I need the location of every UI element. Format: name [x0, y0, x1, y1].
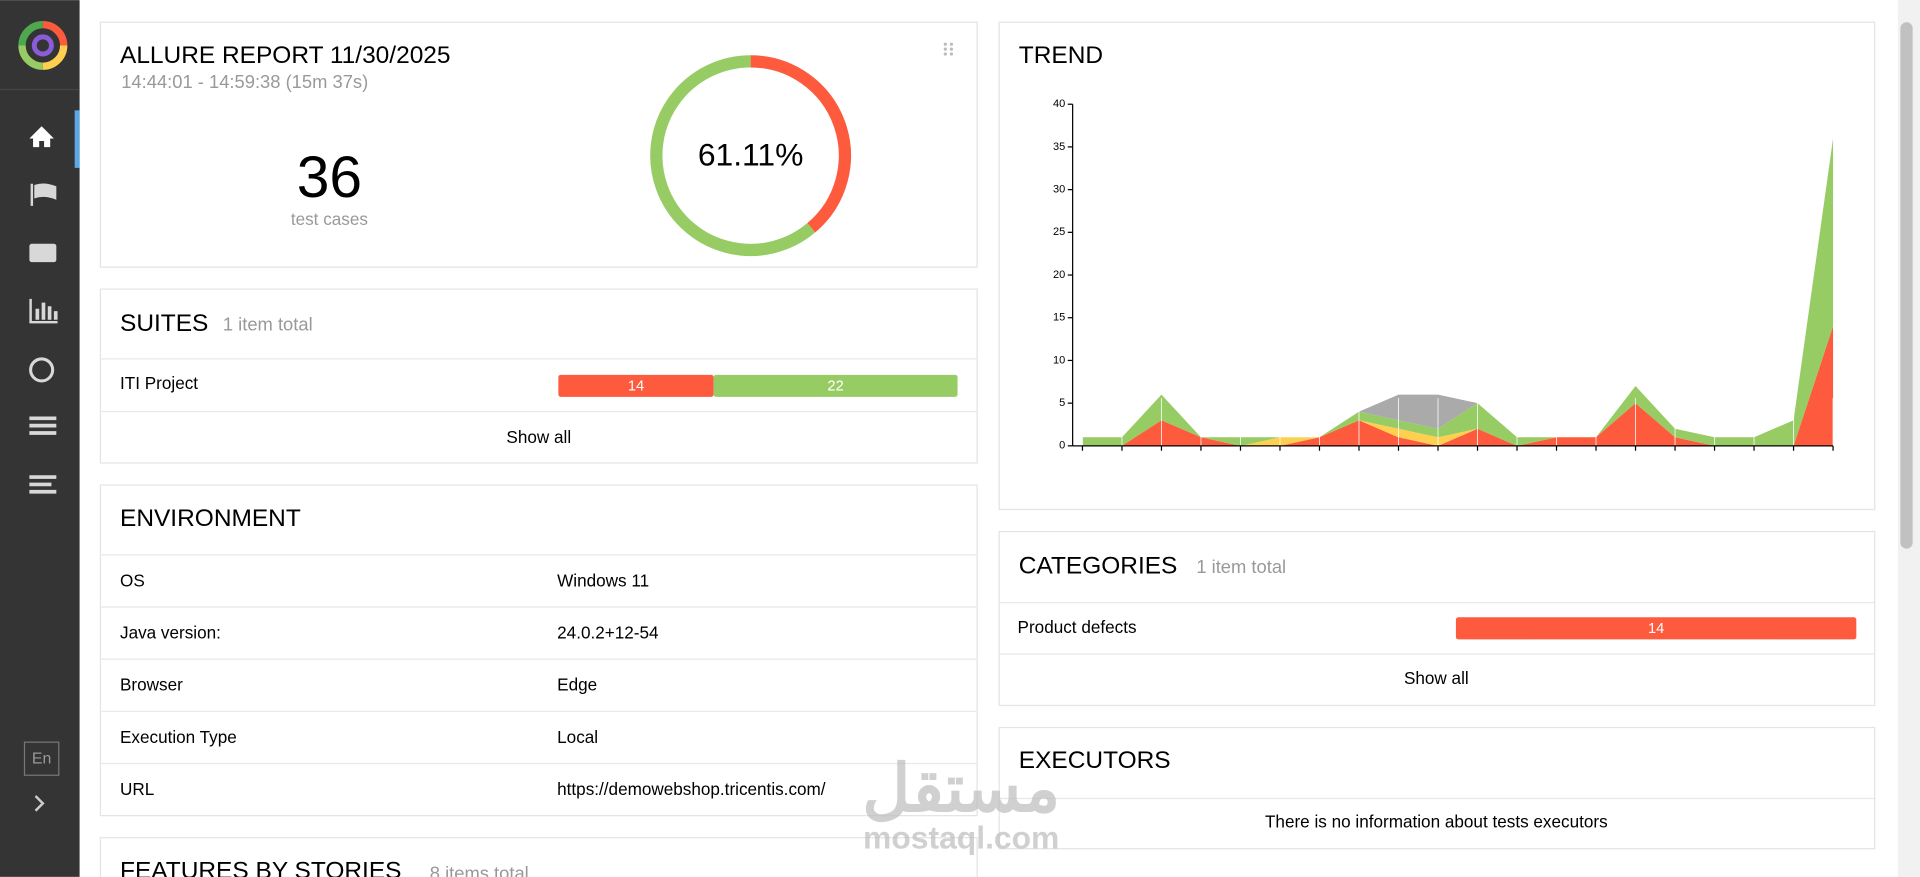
env-value: Windows 11	[557, 570, 649, 590]
scrollbar-thumb[interactable]	[1900, 22, 1913, 549]
logo[interactable]	[18, 20, 68, 70]
nav-overview[interactable]	[29, 126, 54, 148]
nav-graphs[interactable]	[29, 298, 58, 324]
drag-handle-dot[interactable]	[943, 42, 947, 46]
y-tick-label: 5	[1059, 397, 1065, 409]
test-count: 36	[297, 145, 362, 210]
nav-behaviors[interactable]	[29, 416, 57, 435]
env-value: 24.0.2+12-54	[557, 622, 659, 642]
features-title: FEATURES BY STORIES	[120, 857, 401, 877]
suites-title: SUITES	[120, 310, 208, 337]
features-total: 8 items total	[430, 862, 529, 877]
watermark-arabic: مستقل	[862, 752, 1060, 826]
status-bar-passed[interactable]	[713, 374, 958, 397]
y-tick-label: 15	[1053, 312, 1065, 324]
env-key: OS	[120, 570, 145, 590]
drag-handle-dot[interactable]	[943, 52, 947, 56]
nav-suites[interactable]	[29, 243, 57, 263]
donut-segment-failed	[750, 55, 851, 233]
status-bar-label: 22	[827, 378, 843, 394]
language-label: En	[32, 751, 51, 768]
language-button[interactable]	[23, 741, 60, 776]
status-bar-failed[interactable]	[1455, 617, 1857, 640]
suites-total: 1 item total	[223, 314, 313, 335]
status-bar-label: 14	[1648, 621, 1664, 637]
categories-total: 1 item total	[1196, 556, 1286, 577]
nav-timeline[interactable]	[29, 357, 55, 383]
panel	[99, 837, 978, 877]
report-time: 14:44:01 - 14:59:38 (15m 37s)	[121, 71, 368, 92]
status-bar-failed[interactable]	[558, 374, 714, 397]
env-value: Local	[557, 727, 598, 747]
y-tick-label: 10	[1053, 354, 1065, 366]
y-tick-label: 0	[1059, 440, 1065, 452]
panel	[99, 484, 978, 817]
show-all-link[interactable]: Show all	[1404, 668, 1469, 688]
panel	[998, 726, 1876, 850]
status-bar-label: 14	[628, 378, 644, 394]
categories-title: CATEGORIES	[1019, 553, 1178, 580]
donut-segment-passed	[650, 55, 816, 257]
show-all-link[interactable]: Show all	[506, 427, 571, 447]
drag-handle-dot[interactable]	[949, 47, 954, 51]
category-name: Product defects	[1018, 617, 1137, 637]
env-key: URL	[120, 779, 154, 799]
env-key: Browser	[120, 675, 183, 695]
env-value: https://demowebshop.tricentis.com/	[557, 779, 826, 799]
y-tick-label: 20	[1053, 269, 1065, 281]
env-key: Execution Type	[120, 727, 237, 747]
success-rate: 61.11%	[698, 136, 804, 172]
trend-area-passed	[1082, 138, 1834, 446]
drag-handle-dot[interactable]	[943, 47, 947, 51]
nav-icons	[29, 126, 58, 494]
nav-packages[interactable]	[29, 475, 57, 494]
report-title: ALLURE REPORT 11/30/2025	[120, 42, 451, 69]
executors-message: There is no information about tests exec…	[1265, 812, 1608, 832]
active-indicator	[74, 110, 80, 168]
test-count-label: test cases	[291, 209, 368, 229]
nav-categories[interactable]	[30, 183, 57, 206]
sidebar	[0, 0, 80, 877]
y-tick-label: 30	[1053, 184, 1065, 196]
trend-title: TREND	[1019, 42, 1103, 69]
trend-area-failed	[1082, 326, 1834, 446]
drag-handle-dot[interactable]	[949, 52, 954, 56]
env-value: Edge	[557, 675, 597, 695]
watermark-latin: mostaql.com	[863, 820, 1059, 856]
drag-handle-dot[interactable]	[949, 42, 954, 46]
expand-button[interactable]	[34, 795, 45, 812]
y-tick-label: 35	[1053, 141, 1065, 153]
y-tick-label: 40	[1053, 98, 1065, 110]
panel	[99, 21, 978, 268]
suite-name: ITI Project	[120, 373, 198, 393]
executors-title: EXECUTORS	[1019, 747, 1171, 774]
environment-title: ENVIRONMENT	[120, 505, 301, 532]
y-tick-label: 25	[1053, 226, 1065, 238]
env-key: Java version:	[120, 622, 221, 642]
